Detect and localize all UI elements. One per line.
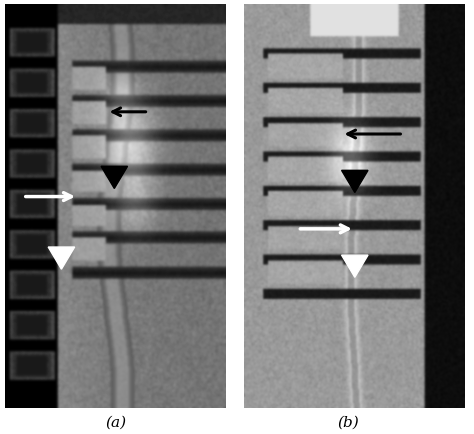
Text: (b): (b) [337, 416, 359, 430]
Polygon shape [101, 166, 128, 188]
Text: (a): (a) [106, 416, 127, 430]
Polygon shape [48, 247, 74, 269]
Polygon shape [342, 170, 368, 193]
Polygon shape [342, 255, 368, 277]
